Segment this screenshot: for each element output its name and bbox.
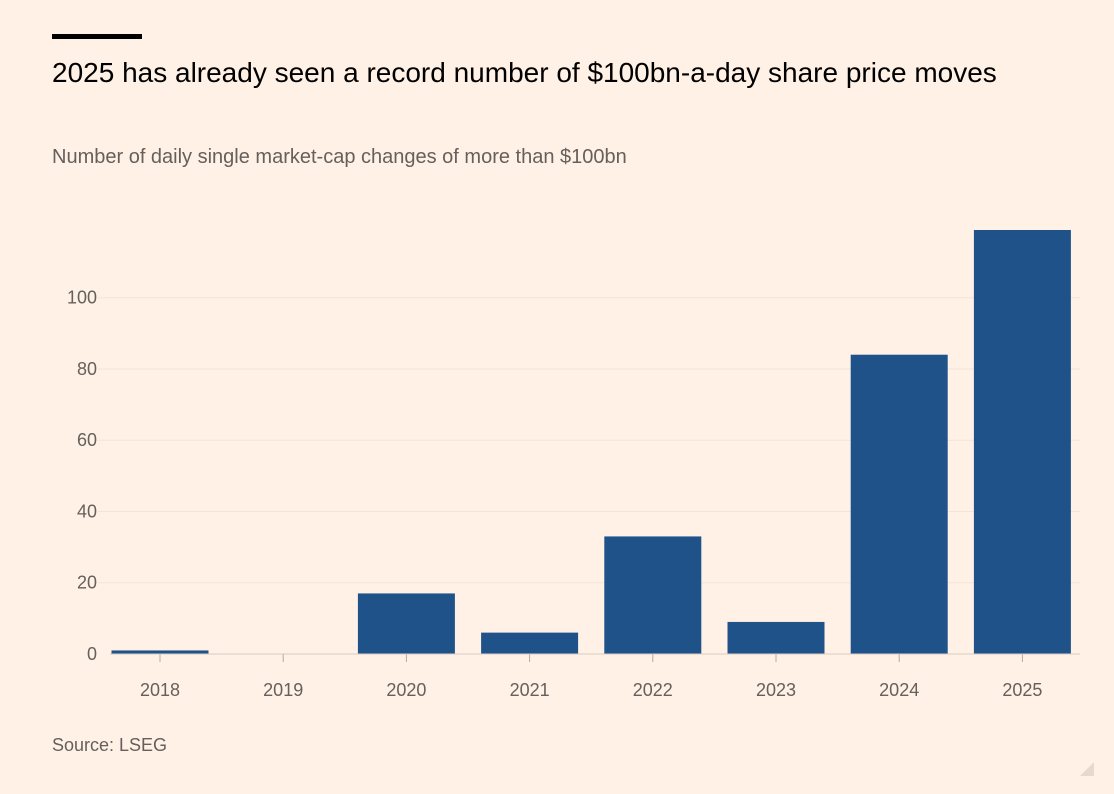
bar-2025 (973, 230, 1071, 655)
x-tick-label: 2023 (756, 680, 796, 700)
bar-2020 (357, 593, 455, 654)
y-tick-label: 60 (77, 430, 97, 450)
x-tick-label: 2019 (263, 680, 303, 700)
bar-2024 (850, 354, 948, 654)
top-rule (52, 34, 142, 39)
bar-2018 (111, 650, 209, 654)
bar-2022 (604, 536, 702, 654)
bar-2023 (727, 621, 825, 654)
source-note: Source: LSEG (52, 735, 168, 755)
y-tick-label: 80 (77, 359, 97, 379)
y-tick-label: 0 (87, 644, 97, 664)
x-tick-label: 2018 (140, 680, 180, 700)
chart-title: 2025 has already seen a record number of… (52, 57, 997, 88)
x-tick-label: 2022 (633, 680, 673, 700)
resize-handle-icon (1080, 762, 1094, 776)
x-tick-label: 2025 (1002, 680, 1042, 700)
x-tick-label: 2020 (386, 680, 426, 700)
y-tick-label: 40 (77, 501, 97, 521)
y-tick-label: 20 (77, 573, 97, 593)
chart-subtitle: Number of daily single market-cap change… (52, 146, 627, 168)
x-tick-label: 2024 (879, 680, 919, 700)
y-tick-label: 100 (67, 288, 97, 308)
bar-2021 (481, 632, 579, 654)
x-tick-label: 2021 (510, 680, 550, 700)
